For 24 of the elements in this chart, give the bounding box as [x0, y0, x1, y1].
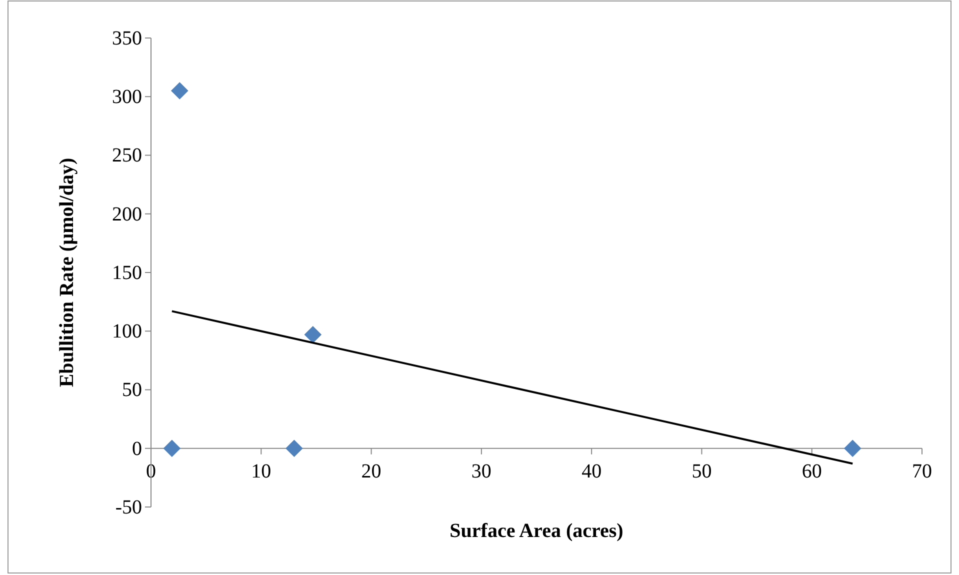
x-axis-title: Surface Area (acres): [450, 520, 624, 542]
point: [304, 326, 322, 344]
x-tick-label: 70: [912, 460, 932, 482]
point: [844, 440, 862, 458]
y-tick-label: 350: [112, 27, 142, 50]
y-tick-label: 200: [112, 203, 142, 226]
x-tick-label: 40: [582, 460, 602, 482]
y-tick-label: 0: [132, 438, 142, 460]
point: [170, 82, 188, 100]
x-tick-label: 10: [251, 460, 272, 482]
point: [286, 440, 303, 458]
point: [163, 440, 181, 458]
x-tick-label: 20: [361, 460, 382, 482]
y-tick-label: 300: [112, 86, 142, 108]
x-tick-label: 60: [802, 460, 822, 482]
x-tick-label: 30: [471, 460, 492, 482]
x-tick-label: 50: [692, 460, 712, 482]
y-tick-label: 100: [112, 320, 142, 343]
y-tick-label: 50: [122, 379, 142, 402]
y-tick-label: 150: [112, 262, 142, 284]
y-axis-title: Ebullition Rate (µmol/day): [56, 158, 78, 388]
y-tick-label: 250: [112, 144, 142, 167]
y-tick-label: -50: [115, 496, 142, 518]
x-tick-label: 0: [146, 460, 156, 482]
